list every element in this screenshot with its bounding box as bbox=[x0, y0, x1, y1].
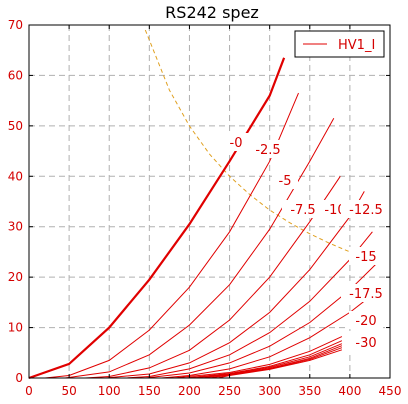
curve-label-background bbox=[272, 171, 298, 189]
series-line bbox=[217, 349, 343, 379]
x-tick-label: 200 bbox=[178, 384, 201, 398]
x-tick-label: 450 bbox=[379, 384, 402, 398]
plot-frame bbox=[28, 24, 391, 379]
y-tick-label: 0 bbox=[15, 371, 23, 385]
series-line bbox=[125, 231, 373, 379]
legend-entry: HV1_I bbox=[338, 38, 375, 53]
curve-label: -30 bbox=[355, 336, 376, 351]
curve-label-background bbox=[349, 311, 383, 329]
x-tick-label: 0 bbox=[25, 384, 33, 398]
series-line bbox=[28, 57, 286, 380]
series-line bbox=[44, 92, 299, 379]
curve-label: -20 bbox=[355, 314, 376, 329]
curve-label-background bbox=[223, 133, 249, 151]
chart-title: RS242 spez bbox=[165, 3, 259, 22]
x-tick-label: 350 bbox=[298, 384, 321, 398]
curve-label: -10 bbox=[324, 203, 345, 218]
curve-label-background bbox=[282, 200, 324, 218]
series-line bbox=[105, 191, 365, 379]
curve-label: -7.5 bbox=[290, 203, 315, 218]
series-line bbox=[185, 340, 343, 379]
x-tick-label: 100 bbox=[98, 384, 121, 398]
y-tick-label: 20 bbox=[8, 270, 23, 284]
legend: HV1_I bbox=[294, 30, 385, 58]
curve-label-background bbox=[341, 200, 391, 218]
series-line bbox=[65, 118, 335, 379]
curves bbox=[28, 57, 376, 380]
x-tick-label: 250 bbox=[218, 384, 241, 398]
curve-label: -2.5 bbox=[255, 143, 280, 158]
curve-label: -17.5 bbox=[349, 287, 383, 302]
curve-label-background bbox=[349, 247, 383, 265]
curve-label: -0 bbox=[230, 136, 243, 151]
series-line bbox=[193, 343, 343, 379]
series-line bbox=[85, 176, 341, 379]
x-tick-label: 400 bbox=[338, 384, 361, 398]
y-tick-label: 40 bbox=[8, 169, 23, 183]
curve-label-background bbox=[247, 140, 289, 158]
x-tick-label: 150 bbox=[138, 384, 161, 398]
x-tick-label: 50 bbox=[61, 384, 76, 398]
curve-label: -12.5 bbox=[349, 203, 383, 218]
y-tick-label: 10 bbox=[8, 321, 23, 335]
curve-label-background bbox=[341, 284, 391, 302]
curve-label: -15 bbox=[355, 250, 376, 265]
y-tick-label: 50 bbox=[8, 119, 23, 133]
power-limit bbox=[144, 29, 371, 260]
x-tick-label: 300 bbox=[258, 384, 281, 398]
power-limit-line bbox=[144, 29, 371, 260]
curve-label-background bbox=[349, 333, 383, 351]
series-line bbox=[173, 336, 343, 379]
axis-ticks: 0 50 100 150 200 250 300 350 400 450 0 10 20 30 40 50 60… bbox=[8, 18, 402, 398]
y-tick-label: 30 bbox=[8, 220, 23, 234]
curve-labels: -0 -2.5 -5 -7.5 -10 -12.5 -15 -17.5 -20 -30 bbox=[223, 133, 391, 351]
y-tick-label: 70 bbox=[8, 18, 23, 32]
curve-label: -5 bbox=[279, 174, 292, 189]
y-tick-label: 60 bbox=[8, 68, 23, 82]
